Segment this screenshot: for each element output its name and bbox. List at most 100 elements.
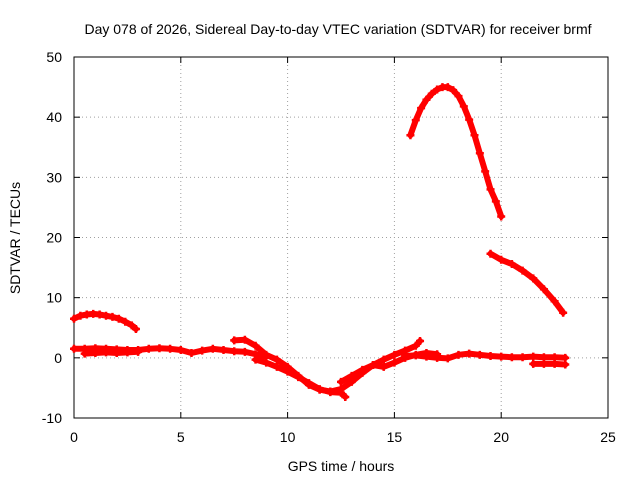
- series-arc-late-baseline: [401, 349, 570, 363]
- data-point: [347, 371, 356, 380]
- y-tick-label: 30: [46, 169, 62, 185]
- data-point: [230, 347, 239, 356]
- data-point: [406, 131, 415, 140]
- data-point: [507, 259, 516, 268]
- data-point: [433, 85, 442, 94]
- data-point: [102, 348, 111, 357]
- data-point: [369, 361, 378, 370]
- data-point: [443, 83, 452, 92]
- data-point: [176, 346, 185, 355]
- data-point: [497, 212, 506, 221]
- grid: [74, 57, 608, 418]
- data-point: [127, 321, 136, 330]
- data-point: [475, 350, 484, 359]
- series-line: [407, 84, 505, 220]
- data-point: [486, 185, 495, 194]
- data-point: [539, 359, 548, 368]
- series-arc-peak: [406, 83, 506, 221]
- y-tick-label: 20: [46, 230, 62, 246]
- data-point: [411, 351, 420, 360]
- data-point: [401, 352, 410, 361]
- data-point: [518, 353, 527, 362]
- data-point: [144, 344, 153, 353]
- data-point: [422, 352, 431, 361]
- data-point: [326, 388, 335, 397]
- data-point: [294, 373, 303, 382]
- data-point: [187, 349, 196, 358]
- x-tick-label: 0: [70, 429, 78, 445]
- data-point: [416, 336, 425, 345]
- data-point: [491, 197, 500, 206]
- data-point: [358, 365, 367, 374]
- data-point: [272, 362, 281, 371]
- data-point: [208, 344, 217, 353]
- data-point: [108, 312, 117, 321]
- data-point: [497, 255, 506, 264]
- data-point: [272, 355, 281, 364]
- data-point: [433, 353, 442, 362]
- data-point: [529, 274, 538, 283]
- x-tick-label: 20: [493, 429, 509, 445]
- data-point: [518, 266, 527, 275]
- data-point: [422, 95, 431, 104]
- data-point: [251, 341, 260, 350]
- data-point: [379, 362, 388, 371]
- data-point: [454, 350, 463, 359]
- data-point: [80, 349, 89, 358]
- data-point: [91, 349, 100, 358]
- data-point: [262, 350, 271, 359]
- data-point: [475, 149, 484, 158]
- chart-title: Day 078 of 2026, Sidereal Day-to-day VTE…: [84, 21, 591, 37]
- x-axis-label: GPS time / hours: [288, 458, 395, 474]
- data-point: [539, 285, 548, 294]
- data-point: [449, 86, 458, 95]
- data-point: [134, 347, 143, 356]
- data-point: [390, 350, 399, 359]
- x-tick-label: 25: [600, 429, 616, 445]
- data-point: [219, 346, 228, 355]
- data-series: [70, 83, 570, 401]
- data-point: [470, 131, 479, 140]
- data-point: [561, 360, 570, 369]
- data-point: [529, 359, 538, 368]
- series-line: [252, 356, 349, 400]
- data-point: [341, 392, 350, 401]
- series-arc-dip-lower: [251, 355, 350, 401]
- data-point: [454, 92, 463, 101]
- y-tick-label: 50: [46, 49, 62, 65]
- data-point: [411, 116, 420, 125]
- data-point: [166, 344, 175, 353]
- data-point: [465, 349, 474, 358]
- series-line: [402, 350, 569, 362]
- data-point: [529, 352, 538, 361]
- series-arc-late-low: [529, 359, 570, 369]
- data-point: [559, 308, 568, 317]
- y-tick-label: -10: [42, 410, 62, 426]
- data-point: [70, 314, 78, 323]
- series-arc-early-high: [70, 309, 140, 333]
- data-point: [121, 317, 130, 326]
- data-point: [315, 385, 324, 394]
- x-tick-label: 10: [280, 429, 296, 445]
- y-axis-label: SDTVAR / TECUs: [7, 182, 23, 294]
- data-point: [155, 344, 164, 353]
- data-point: [417, 104, 426, 113]
- y-tick-label: 40: [46, 109, 62, 125]
- data-point: [550, 297, 559, 306]
- data-point: [337, 377, 345, 386]
- data-point: [114, 314, 123, 323]
- x-tick-label: 5: [177, 429, 185, 445]
- data-point: [465, 115, 474, 124]
- data-point: [427, 89, 436, 98]
- data-point: [131, 324, 140, 333]
- data-point: [123, 348, 132, 357]
- data-point: [379, 355, 388, 364]
- data-point: [411, 341, 420, 350]
- series-arc-baseline-low: [80, 347, 143, 358]
- data-point: [283, 367, 292, 376]
- y-tick-label: 10: [46, 290, 62, 306]
- data-point: [230, 336, 239, 345]
- data-point: [497, 352, 506, 361]
- data-point: [198, 346, 207, 355]
